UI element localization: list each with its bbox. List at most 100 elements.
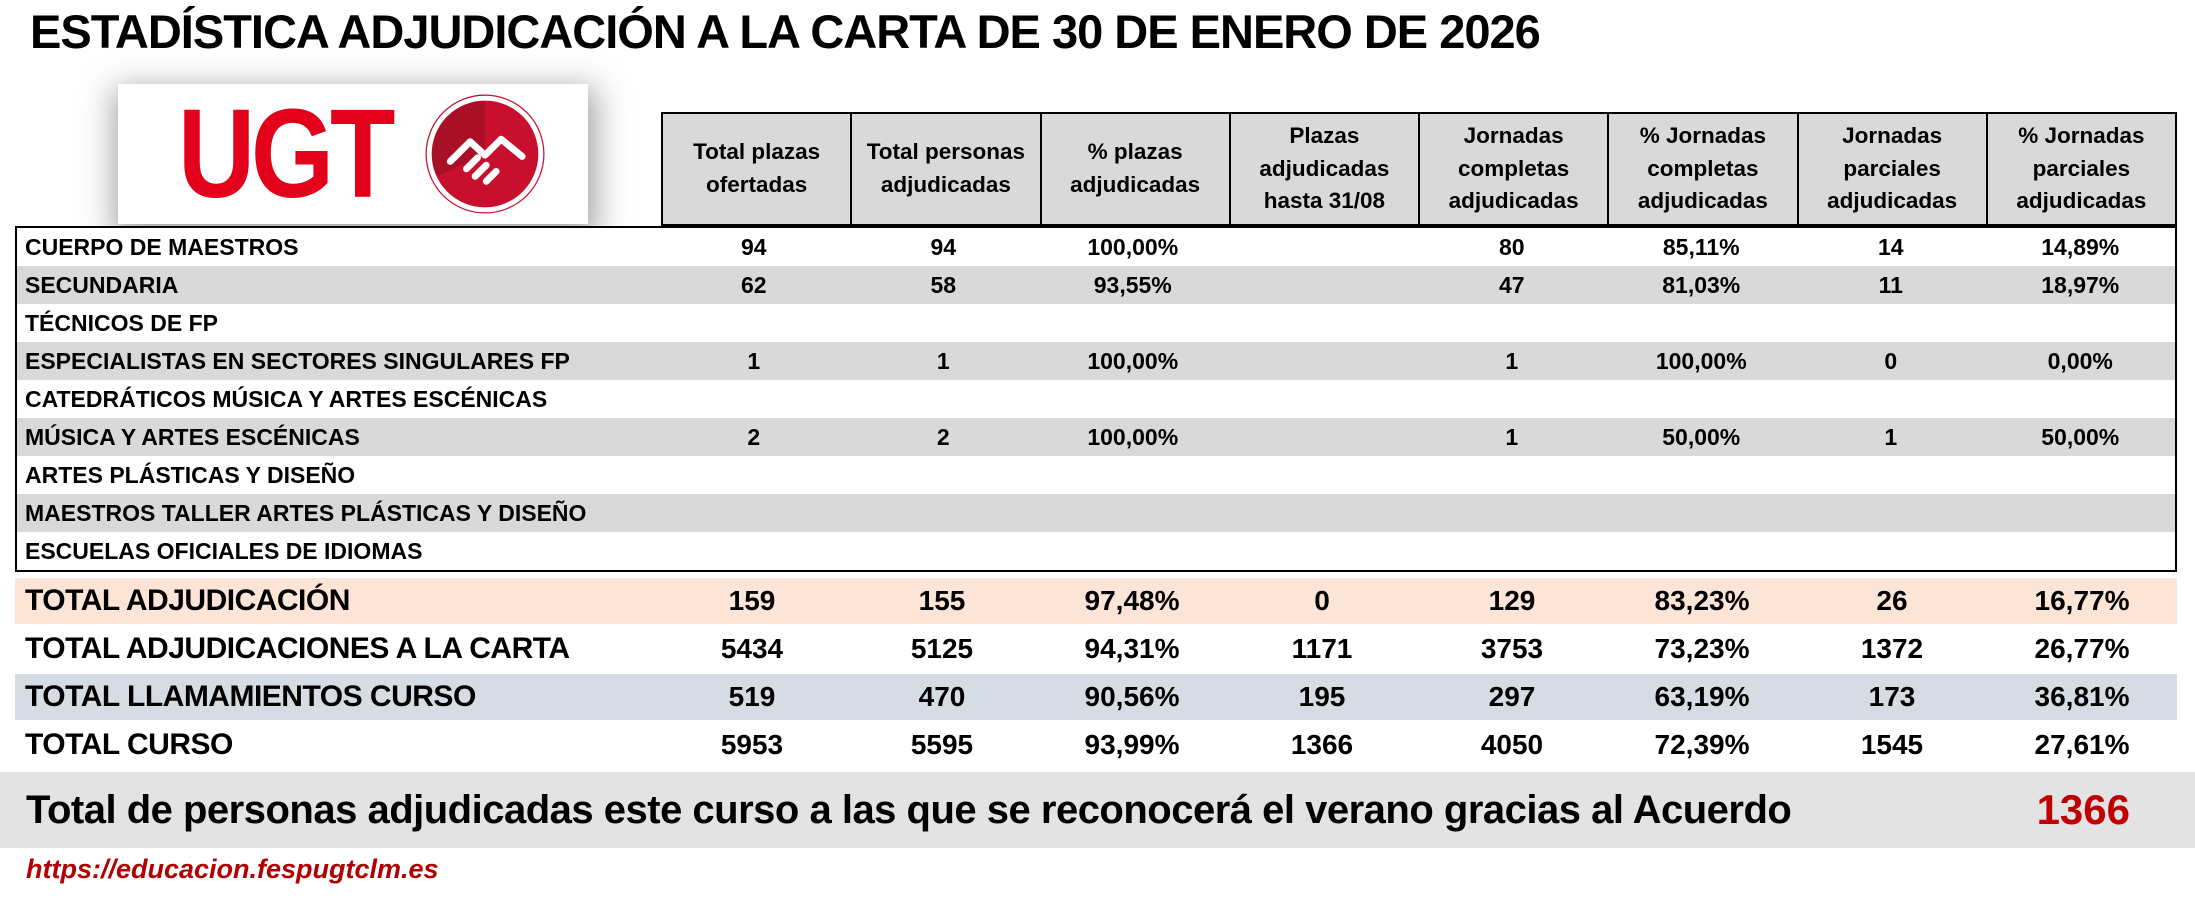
- cell: 47: [1498, 271, 1525, 298]
- cell: 26,77%: [2034, 633, 2130, 664]
- table-row: MAESTROS TALLER ARTES PLÁSTICAS Y DISEÑO: [17, 494, 2175, 532]
- column-header: % Jornadas parciales adjudicadas: [1985, 114, 2175, 224]
- table-row: ESPECIALISTAS EN SECTORES SINGULARES FP 1…: [17, 342, 2175, 380]
- cell: 1: [747, 347, 761, 374]
- cell: 1545: [1860, 729, 1924, 760]
- column-header: Total plazas ofertadas: [693, 139, 821, 197]
- cell: 16,77%: [2034, 585, 2130, 616]
- cell: 11: [1878, 271, 1903, 298]
- cell: 297: [1488, 681, 1536, 712]
- column-header: Plazas adjudicadas hasta 31/08: [1228, 114, 1418, 224]
- ugt-logo: UGT: [118, 84, 588, 224]
- total-label: TOTAL LLAMAMIENTOS CURSO: [25, 680, 476, 713]
- cell: 18,97%: [2041, 271, 2120, 298]
- row-label: MAESTROS TALLER ARTES PLÁSTICAS Y DISEÑO: [25, 499, 587, 526]
- cell: 14,89%: [2041, 233, 2120, 260]
- cell: 0: [1314, 585, 1330, 616]
- cell: 5434: [720, 633, 784, 664]
- ugt-logo-text: UGT: [177, 83, 395, 224]
- cell: 36,81%: [2034, 681, 2130, 712]
- cell: 94: [930, 233, 957, 260]
- cell: 83,23%: [1654, 585, 1750, 616]
- cell: 2: [936, 423, 950, 450]
- total-label: TOTAL ADJUDICACIÓN: [25, 584, 350, 617]
- cell: 5953: [720, 729, 784, 760]
- total-label: TOTAL CURSO: [25, 728, 233, 761]
- table-header-row: Total plazas ofertadas Total personas adj…: [661, 112, 2177, 226]
- handshake-icon: [423, 92, 547, 216]
- table-row: CATEDRÁTICOS MÚSICA Y ARTES ESCÉNICAS: [17, 380, 2175, 418]
- cell: 50,00%: [1662, 423, 1741, 450]
- cell: 90,56%: [1084, 681, 1180, 712]
- cell: 0: [1884, 347, 1898, 374]
- cell: 129: [1488, 585, 1536, 616]
- column-header: % Jornadas completas adjudicadas: [1607, 114, 1796, 224]
- row-label: CUERPO DE MAESTROS: [25, 233, 299, 260]
- cell: 173: [1868, 681, 1916, 712]
- cell: 5595: [910, 729, 974, 760]
- cell: 155: [918, 585, 966, 616]
- summary-band: Total de personas adjudicadas este curso…: [0, 772, 2195, 848]
- table-row: ESCUELAS OFICIALES DE IDIOMAS: [17, 532, 2175, 570]
- summary-text: Total de personas adjudicadas este curso…: [26, 787, 1792, 832]
- cell: 4050: [1480, 729, 1544, 760]
- cell: 0,00%: [2047, 347, 2113, 374]
- row-label: ESCUELAS OFICIALES DE IDIOMAS: [25, 537, 423, 564]
- cell: 100,00%: [1087, 423, 1179, 450]
- cell: 93,55%: [1093, 271, 1172, 298]
- row-label: ARTES PLÁSTICAS Y DISEÑO: [25, 461, 356, 488]
- summary-value: 1366: [2036, 786, 2130, 833]
- cell: 1171: [1291, 633, 1353, 664]
- total-row: TOTAL ADJUDICACIONES A LA CARTA 5434 5125 9…: [15, 626, 2177, 672]
- cell: 100,00%: [1087, 233, 1179, 260]
- cell: 85,11%: [1662, 233, 1740, 260]
- cell: 72,39%: [1654, 729, 1750, 760]
- cell: 100,00%: [1655, 347, 1747, 374]
- total-row: TOTAL LLAMAMIENTOS CURSO 519 470 90,56% 195 2…: [15, 674, 2177, 720]
- cell: 26: [1876, 585, 1908, 616]
- table-row: CUERPO DE MAESTROS 94 94 100,00% 80 85,11% 14 1…: [17, 228, 2175, 266]
- cell: 470: [918, 681, 966, 712]
- row-label: ESPECIALISTAS EN SECTORES SINGULARES FP: [25, 347, 570, 374]
- cell: 1366: [1290, 729, 1354, 760]
- table-row: TÉCNICOS DE FP: [17, 304, 2175, 342]
- cell: 1: [1505, 347, 1519, 374]
- total-row: TOTAL CURSO 5953 5595 93,99% 1366 4050 72,39% 1…: [15, 722, 2177, 768]
- table-row: MÚSICA Y ARTES ESCÉNICAS 2 2 100,00% 1 50,00%…: [17, 418, 2175, 456]
- cell: 58: [930, 271, 957, 298]
- cell: 195: [1298, 681, 1346, 712]
- cell: 93,99%: [1084, 729, 1180, 760]
- row-label: MÚSICA Y ARTES ESCÉNICAS: [25, 423, 360, 450]
- cell: 73,23%: [1654, 633, 1750, 664]
- row-label: TÉCNICOS DE FP: [25, 309, 218, 336]
- site-url-link[interactable]: https://educacion.fespugtclm.es: [26, 854, 439, 884]
- cell: 1: [1505, 423, 1519, 450]
- row-label: CATEDRÁTICOS MÚSICA Y ARTES ESCÉNICAS: [25, 385, 548, 412]
- row-label: SECUNDARIA: [25, 271, 179, 298]
- page-title: ESTADÍSTICA ADJUDICACIÓN A LA CARTA DE 3…: [30, 5, 1541, 58]
- total-label: TOTAL ADJUDICACIONES A LA CARTA: [25, 632, 570, 665]
- cell: 2: [747, 423, 761, 450]
- cell: 1: [1884, 423, 1898, 450]
- cell: 3753: [1480, 633, 1544, 664]
- cell: 81,03%: [1662, 271, 1741, 298]
- cell: 5125: [910, 633, 974, 664]
- cell: 159: [728, 585, 776, 616]
- column-header: Jornadas completas adjudicadas: [1418, 114, 1607, 224]
- cell: 94,31%: [1084, 633, 1180, 664]
- cell: 63,19%: [1654, 681, 1750, 712]
- table-body: CUERPO DE MAESTROS 94 94 100,00% 80 85,11% 14 1…: [15, 226, 2177, 572]
- cell: 1372: [1860, 633, 1924, 664]
- cell: 1: [936, 347, 950, 374]
- cell: 100,00%: [1087, 347, 1179, 374]
- cell: 62: [740, 271, 767, 298]
- cell: 97,48%: [1084, 585, 1180, 616]
- cell: 80: [1498, 233, 1525, 260]
- total-row: TOTAL ADJUDICACIÓN 159 155 97,48% 0 129 83,23%…: [15, 578, 2177, 624]
- table-row: SECUNDARIA 62 58 93,55% 47 81,03% 11 18,97%: [17, 266, 2175, 304]
- table-totals: TOTAL ADJUDICACIÓN 159 155 97,48% 0 129 83,23%…: [15, 578, 2177, 770]
- cell: 50,00%: [2041, 423, 2120, 450]
- column-header: Total personas adjudicadas: [850, 114, 1039, 224]
- column-header: % plazas adjudicadas: [1039, 114, 1229, 224]
